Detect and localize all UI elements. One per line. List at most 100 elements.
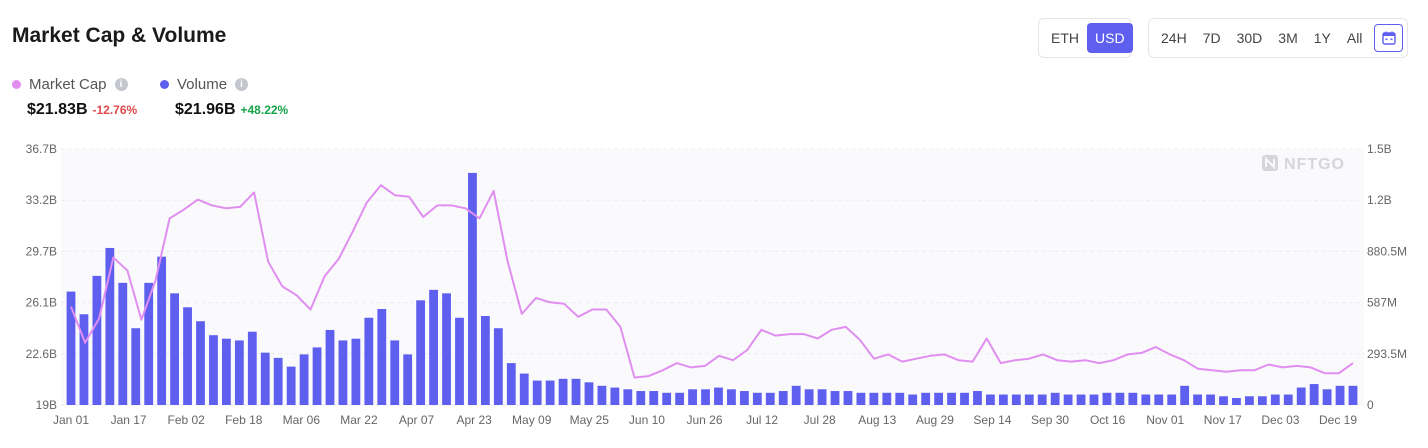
legend-volume: Volume i $21.96B +48.22% (160, 76, 288, 119)
volume-bar (92, 275, 102, 405)
volume-bar (157, 256, 167, 405)
volume-bar (804, 389, 814, 405)
y-left-tick-label: 19B (36, 398, 57, 412)
x-tick-label: Jan 17 (111, 413, 147, 427)
x-tick-label: Jul 28 (804, 413, 836, 427)
volume-bar (519, 373, 529, 405)
volume-color-dot (160, 80, 169, 89)
volume-bar (998, 394, 1008, 405)
y-left-tick-label: 22.6B (26, 347, 57, 361)
market-cap-label: Market Cap (29, 76, 107, 93)
volume-bar (286, 366, 296, 405)
volume-bar (1180, 385, 1190, 405)
y-right-tick-label: 587M (1367, 296, 1397, 310)
volume-bar (390, 340, 400, 405)
volume-bar (506, 363, 516, 405)
calendar-button[interactable] (1374, 24, 1403, 52)
x-tick-label: May 09 (512, 413, 552, 427)
x-tick-label: Apr 23 (456, 413, 492, 427)
volume-bar (118, 282, 128, 405)
x-tick-label: Jun 26 (686, 413, 722, 427)
volume-bar (908, 394, 918, 405)
x-tick-label: Jul 12 (746, 413, 778, 427)
volume-bar (649, 391, 659, 405)
x-tick-label: Sep 14 (973, 413, 1011, 427)
volume-bar (1232, 398, 1241, 405)
volume-bar (843, 391, 853, 405)
range-7d-button[interactable]: 7D (1202, 30, 1221, 46)
x-tick-label: Feb 18 (225, 413, 263, 427)
y-left-tick-label: 36.7B (26, 142, 57, 156)
calendar-icon (1382, 31, 1396, 45)
volume-bar (234, 340, 244, 405)
volume-bar (170, 293, 179, 405)
volume-bars (66, 172, 1358, 405)
x-tick-label: Feb 02 (168, 413, 206, 427)
volume-bar (131, 328, 141, 405)
volume-bar (1115, 392, 1125, 405)
volume-bar (856, 392, 866, 405)
volume-bar (325, 329, 335, 405)
range-30d-button[interactable]: 30D (1236, 30, 1263, 46)
x-axis: Jan 01 Jan 17 Feb 02 Feb 18 Mar 06 Mar 22 Apr … (53, 413, 1357, 427)
volume-bar (338, 340, 348, 405)
volume-bar (221, 338, 231, 405)
legend-market-cap: Market Cap i $21.83B -12.76% (12, 76, 137, 119)
volume-bar (532, 380, 542, 405)
volume-bar (364, 317, 374, 405)
range-3m-button[interactable]: 3M (1278, 30, 1298, 46)
volume-bar (1037, 394, 1047, 405)
volume-bar (351, 338, 361, 405)
y-left-tick-label: 33.2B (26, 193, 57, 207)
volume-bar (571, 378, 581, 405)
y-left-tick-label: 29.7B (26, 244, 57, 258)
volume-value: $21.96B (175, 101, 236, 118)
volume-bar (1219, 396, 1228, 405)
volume-bar (869, 392, 879, 405)
range-all-button[interactable]: All (1346, 30, 1363, 46)
volume-bar (817, 389, 827, 405)
volume-bar (623, 389, 633, 405)
x-tick-label: May 25 (570, 413, 610, 427)
volume-bar (895, 392, 905, 405)
volume-bar (830, 391, 840, 405)
nftgo-logo-icon (1262, 155, 1278, 171)
volume-bar (66, 291, 76, 405)
y-axis-left: 19B 22.6B 26.1B 29.7B 33.2B 36.7B (26, 142, 57, 412)
range-24h-button[interactable]: 24H (1161, 30, 1187, 46)
volume-bar (947, 392, 956, 405)
volume-bar (973, 391, 982, 405)
volume-bar (558, 378, 568, 405)
volume-bar (1167, 394, 1177, 405)
volume-bar (675, 392, 685, 405)
volume-bar (377, 309, 387, 405)
range-1y-button[interactable]: 1Y (1313, 30, 1331, 46)
volume-bar (1283, 394, 1293, 405)
info-icon[interactable]: i (114, 78, 128, 91)
volume-bar (960, 392, 969, 405)
x-tick-label: Sep 30 (1031, 413, 1069, 427)
x-tick-label: Nov 01 (1146, 413, 1184, 427)
volume-bar (1348, 385, 1358, 405)
volume-bar (934, 392, 944, 405)
volume-bar (882, 392, 892, 405)
currency-eth-button[interactable]: ETH (1051, 30, 1079, 46)
volume-bar (1193, 394, 1203, 405)
volume-bar (636, 391, 646, 405)
volume-bar (584, 382, 594, 405)
currency-usd-button[interactable]: USD (1087, 23, 1133, 53)
x-tick-label: Dec 19 (1319, 413, 1357, 427)
volume-bar (273, 357, 283, 405)
volume-bar (1024, 394, 1034, 405)
volume-bar (1296, 387, 1306, 405)
info-icon[interactable]: i (235, 78, 249, 91)
volume-bar (921, 392, 931, 405)
x-tick-label: Aug 29 (916, 413, 954, 427)
volume-bar (79, 314, 89, 405)
currency-toggle: ETH USD (1038, 18, 1133, 58)
volume-bar (1128, 392, 1138, 405)
y-right-tick-label: 880.5M (1367, 244, 1407, 258)
volume-bar (299, 354, 309, 405)
volume-bar (1141, 394, 1151, 405)
